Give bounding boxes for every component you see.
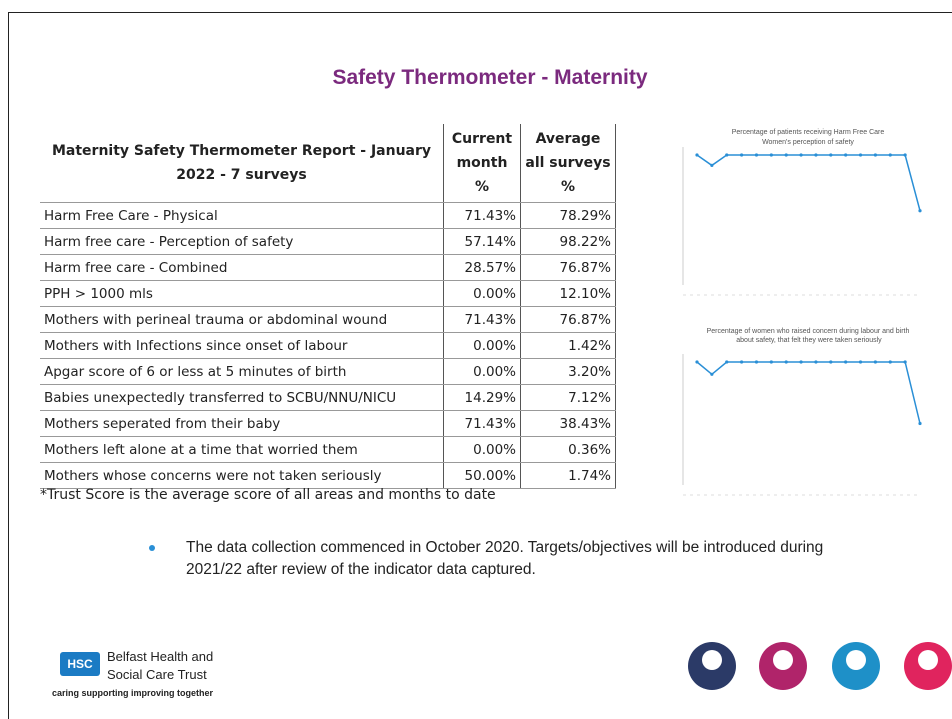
- table: Maternity Safety Thermometer Report - Ja…: [40, 124, 616, 489]
- point: [829, 153, 833, 157]
- cell: 1.74%: [520, 462, 616, 489]
- point: [710, 163, 714, 167]
- bullet-text: The data collection commenced in October…: [186, 539, 824, 578]
- point: [888, 360, 892, 364]
- cell: 78.29%: [520, 202, 616, 229]
- title: Safety Thermometer - Maternity: [332, 66, 648, 89]
- point: [888, 153, 892, 157]
- cell: Mothers with perineal trauma or abdomina…: [40, 306, 444, 333]
- point: [844, 153, 848, 157]
- frame: [8, 12, 952, 719]
- cell: Apgar score of 6 or less at 5 minutes of…: [40, 358, 444, 385]
- row: Mothers with perineal trauma or abdomina…: [40, 306, 616, 333]
- logo-tagline: caring supporting improving together: [52, 688, 214, 698]
- point: [799, 360, 803, 364]
- cell: Harm free care - Combined: [40, 254, 444, 281]
- row: Apgar score of 6 or less at 5 minutes of…: [40, 358, 616, 385]
- cell: 76.87%: [520, 254, 616, 281]
- cell: PPH > 1000 mls: [40, 280, 444, 307]
- line: [696, 154, 921, 211]
- point: [918, 421, 922, 426]
- point: [754, 360, 759, 364]
- point: [814, 153, 818, 157]
- cell: Mothers whose concerns were not taken se…: [40, 462, 444, 489]
- chart-title: Percentage of patients receiving Harm Fr…: [732, 129, 885, 136]
- cell: 57.14%: [443, 228, 521, 255]
- point: [903, 360, 907, 364]
- point: [873, 153, 878, 157]
- cell: 38.43%: [520, 410, 616, 437]
- point: [873, 360, 878, 364]
- point: [784, 153, 788, 157]
- point: [814, 360, 818, 364]
- point: [844, 360, 848, 364]
- point: [858, 360, 863, 364]
- logo-name: Belfast Health and Social Care Trust: [107, 649, 214, 682]
- cell: 28.57%: [443, 254, 521, 281]
- cell: 50.00%: [443, 462, 521, 489]
- point: [858, 153, 863, 157]
- point: [769, 360, 773, 364]
- row: Harm free care - Combined 28.57% 76.87%: [40, 254, 616, 281]
- cell: 71.43%: [443, 306, 521, 333]
- cell: 0.00%: [443, 280, 521, 307]
- point: [769, 153, 773, 157]
- row: Mothers left alone at a time that worrie…: [40, 436, 616, 463]
- cell: 1.42%: [520, 332, 616, 359]
- cell: 12.10%: [520, 280, 616, 307]
- cell: 3.20%: [520, 358, 616, 385]
- cell: 14.29%: [443, 384, 521, 411]
- point: [695, 360, 699, 364]
- point: [740, 360, 744, 364]
- row: Harm free care - Perception of safety 57.…: [40, 228, 616, 255]
- point: [754, 153, 759, 157]
- point: [784, 360, 788, 364]
- header-cell: Average all surveys %: [520, 124, 616, 203]
- row: Babies unexpectedly transferred to SCBU/…: [40, 384, 616, 411]
- cell: Mothers seperated from their baby: [40, 410, 444, 437]
- row: Harm Free Care - Physical 71.43% 78.29%: [40, 202, 616, 229]
- icons: [688, 642, 952, 690]
- cell: Harm Free Care - Physical: [40, 202, 444, 229]
- header-cell: Current month %: [443, 124, 521, 203]
- chart-subtitle: Women's perception of safety: [762, 139, 854, 146]
- cell: 98.22%: [520, 228, 616, 255]
- cell: 0.00%: [443, 358, 521, 385]
- logo-badge: HSC: [60, 652, 100, 676]
- point: [725, 153, 729, 157]
- cell: Mothers with Infections since onset of l…: [40, 332, 444, 359]
- cell: Harm free care - Perception of safety: [40, 228, 444, 255]
- cell: 71.43%: [443, 202, 521, 229]
- cell: Babies unexpectedly transferred to SCBU/…: [40, 384, 444, 411]
- row: Mothers seperated from their baby 71.43% 3…: [40, 410, 616, 437]
- cell: 71.43%: [443, 410, 521, 437]
- line: [696, 361, 921, 424]
- chart-title: Percentage of women who raised concern d…: [707, 328, 910, 344]
- point: [829, 360, 833, 364]
- cell: 0.00%: [443, 436, 521, 463]
- footnote: *Trust Score is the average score of all…: [40, 487, 496, 503]
- cell: Mothers left alone at a time that worrie…: [40, 436, 444, 463]
- point: [740, 153, 744, 157]
- bullet-dot: [149, 545, 155, 551]
- row: Mothers whose concerns were not taken se…: [40, 462, 616, 489]
- cell: 7.12%: [520, 384, 616, 411]
- row: Mothers with Infections since onset of l…: [40, 332, 616, 359]
- point: [725, 360, 729, 364]
- cell: 0.00%: [443, 332, 521, 359]
- point: [695, 153, 699, 157]
- point: [710, 372, 714, 376]
- row: PPH > 1000 mls 0.00% 12.10%: [40, 280, 616, 307]
- point: [799, 153, 803, 157]
- point: [918, 209, 922, 213]
- point: [903, 153, 907, 157]
- cell: 0.36%: [520, 436, 616, 463]
- header-cell: Maternity Safety Thermometer Report - Ja…: [40, 124, 444, 203]
- cell: 76.87%: [520, 306, 616, 333]
